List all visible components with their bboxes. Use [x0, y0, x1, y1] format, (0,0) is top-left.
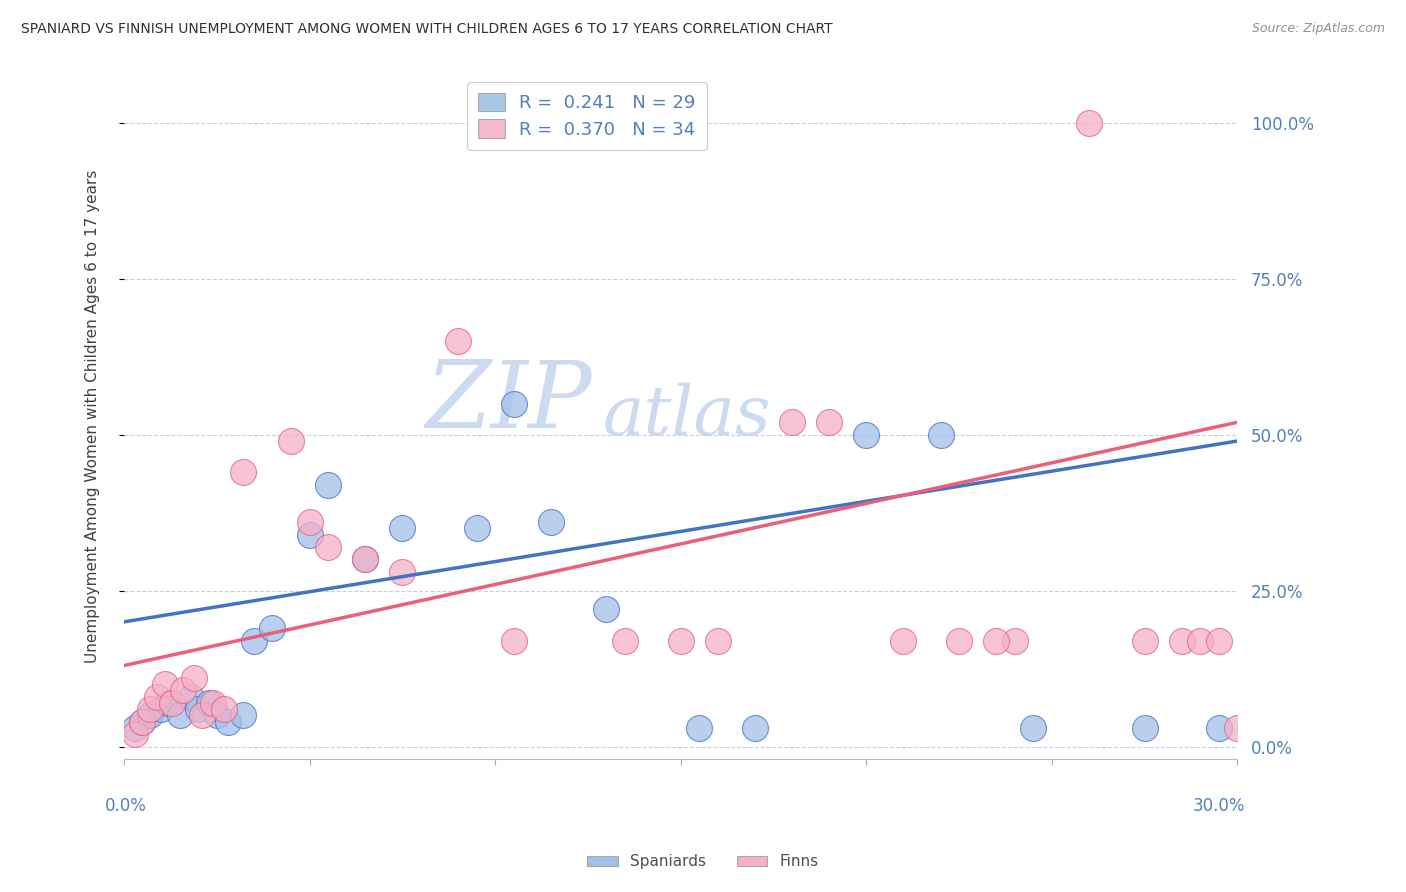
Point: [217, 714, 239, 729]
Point: [1004, 633, 1026, 648]
Point: [502, 633, 524, 648]
Point: [232, 465, 254, 479]
Text: ZIP: ZIP: [425, 358, 592, 447]
Point: [1133, 721, 1156, 735]
Point: [157, 696, 180, 710]
Point: [191, 708, 214, 723]
Point: [1078, 116, 1101, 130]
Point: [354, 552, 377, 566]
Point: [160, 696, 183, 710]
Legend: Spaniards, Finns: Spaniards, Finns: [581, 848, 825, 875]
Point: [183, 671, 205, 685]
Point: [201, 696, 224, 710]
Point: [1208, 721, 1230, 735]
Point: [447, 334, 470, 348]
Point: [893, 633, 915, 648]
Point: [243, 633, 266, 648]
Point: [180, 690, 202, 704]
Point: [1022, 721, 1045, 735]
Point: [502, 396, 524, 410]
Point: [131, 714, 153, 729]
Point: [818, 415, 841, 429]
Point: [316, 477, 339, 491]
Point: [298, 527, 321, 541]
Point: [780, 415, 803, 429]
Point: [744, 721, 766, 735]
Text: SPANIARD VS FINNISH UNEMPLOYMENT AMONG WOMEN WITH CHILDREN AGES 6 TO 17 YEARS CO: SPANIARD VS FINNISH UNEMPLOYMENT AMONG W…: [21, 22, 832, 37]
Point: [1171, 633, 1194, 648]
Point: [669, 633, 692, 648]
Point: [1133, 633, 1156, 648]
Point: [1208, 633, 1230, 648]
Point: [1226, 721, 1249, 735]
Point: [540, 515, 562, 529]
Point: [280, 434, 302, 448]
Point: [354, 552, 377, 566]
Point: [948, 633, 970, 648]
Point: [232, 708, 254, 723]
Point: [146, 690, 169, 704]
Point: [198, 696, 221, 710]
Point: [316, 540, 339, 554]
Point: [124, 727, 146, 741]
Y-axis label: Unemployment Among Women with Children Ages 6 to 17 years: Unemployment Among Women with Children A…: [86, 169, 100, 663]
Point: [153, 677, 176, 691]
Point: [986, 633, 1008, 648]
Point: [595, 602, 617, 616]
Point: [707, 633, 730, 648]
Point: [169, 708, 191, 723]
Point: [391, 565, 413, 579]
Text: Source: ZipAtlas.com: Source: ZipAtlas.com: [1251, 22, 1385, 36]
Point: [855, 427, 877, 442]
Point: [131, 714, 153, 729]
Point: [172, 683, 194, 698]
Point: [205, 708, 228, 723]
Point: [465, 521, 488, 535]
Point: [298, 515, 321, 529]
Point: [262, 621, 284, 635]
Point: [212, 702, 235, 716]
Point: [929, 427, 952, 442]
Text: atlas: atlas: [603, 383, 772, 450]
Point: [614, 633, 637, 648]
Point: [688, 721, 710, 735]
Point: [139, 702, 162, 716]
Point: [1189, 633, 1212, 648]
Point: [139, 708, 162, 723]
Point: [391, 521, 413, 535]
Point: [150, 702, 173, 716]
Text: 30.0%: 30.0%: [1192, 797, 1244, 814]
Text: 0.0%: 0.0%: [105, 797, 148, 814]
Point: [187, 702, 209, 716]
Legend: R =  0.241   N = 29, R =  0.370   N = 34: R = 0.241 N = 29, R = 0.370 N = 34: [467, 82, 707, 150]
Point: [124, 721, 146, 735]
